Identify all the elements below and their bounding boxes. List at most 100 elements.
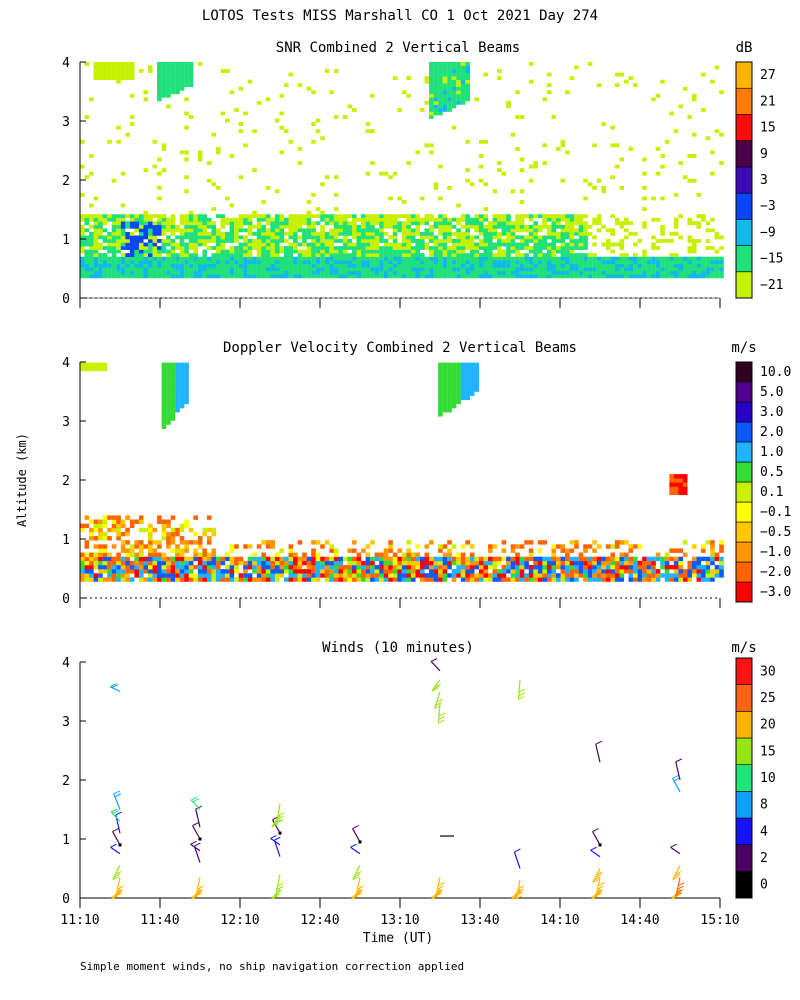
snr-cell: [116, 235, 121, 240]
snr-cell: [397, 228, 402, 233]
snr-cell: [460, 256, 466, 261]
doppler-cell: [456, 383, 461, 388]
wind-barb: [595, 877, 601, 896]
snr-cell: [492, 224, 498, 229]
snr-cell: [583, 239, 588, 243]
snr-cell: [102, 274, 108, 279]
snr-cell: [528, 79, 534, 84]
snr-cell: [478, 224, 484, 229]
doppler-cell: [469, 577, 475, 582]
snr-cell: [238, 129, 244, 134]
snr-cell: [406, 260, 411, 265]
snr-cell: [238, 267, 244, 272]
doppler-cell: [510, 569, 516, 574]
snr-cell: [161, 242, 167, 247]
snr-cell: [488, 242, 493, 247]
snr-cell: [193, 235, 198, 240]
snr-cell: [166, 249, 171, 254]
snr-cell: [569, 228, 575, 233]
snr-cell: [102, 217, 108, 222]
snr-cell: [528, 274, 534, 279]
snr-cell: [324, 239, 330, 243]
snr-cell: [546, 260, 552, 265]
snr-cell: [501, 256, 507, 261]
doppler-cell: [356, 564, 362, 570]
doppler-cell: [134, 552, 139, 557]
snr-cell: [478, 139, 484, 144]
snr-cell: [546, 253, 552, 257]
doppler-cell: [220, 573, 226, 578]
snr-cell: [610, 228, 615, 233]
doppler-cell: [492, 564, 498, 570]
doppler-cell: [642, 560, 647, 566]
snr-cell: [596, 270, 602, 275]
snr-cell: [560, 143, 566, 148]
snr-cell: [270, 242, 275, 247]
doppler-cell: [352, 573, 357, 578]
snr-colorbar-units: dB: [736, 40, 753, 56]
snr-cell: [673, 260, 679, 265]
snr-cell: [320, 249, 325, 254]
snr-cell: [302, 235, 307, 240]
doppler-cell: [329, 577, 334, 582]
snr-cell: [401, 270, 407, 275]
wind-barb-flag: [437, 885, 444, 890]
snr-cell: [556, 274, 561, 279]
doppler-cell: [429, 573, 434, 578]
colorbar-label: 9: [760, 147, 768, 162]
colorbar-swatch: [735, 501, 753, 523]
snr-cell: [93, 62, 99, 66]
doppler-cell: [438, 379, 443, 384]
wind-barb-flag: [277, 882, 284, 887]
snr-cell: [546, 231, 552, 236]
snr-cell: [333, 192, 339, 197]
doppler-cell: [111, 569, 117, 574]
snr-cell: [138, 267, 144, 272]
snr-cell: [646, 260, 652, 265]
snr-cell: [692, 97, 697, 102]
wind-barb-flag: [112, 810, 119, 815]
snr-cell: [179, 86, 185, 91]
snr-cell: [111, 274, 117, 279]
doppler-cell: [265, 556, 271, 562]
snr-cell: [333, 235, 339, 240]
doppler-cell: [669, 564, 674, 570]
snr-cell: [515, 217, 520, 222]
doppler-cell: [329, 544, 334, 549]
snr-cell: [642, 171, 647, 176]
snr-cell: [465, 260, 470, 265]
doppler-cell: [410, 560, 416, 566]
doppler-cell: [456, 395, 461, 401]
snr-cell: [578, 231, 584, 236]
doppler-cell: [274, 577, 280, 582]
snr-cell: [234, 224, 239, 229]
snr-cell: [501, 263, 507, 268]
snr-cell: [642, 270, 647, 275]
snr-cell: [469, 239, 475, 243]
doppler-cell: [642, 556, 647, 562]
snr-cell: [166, 242, 171, 247]
doppler-cell: [442, 408, 448, 413]
snr-cell: [442, 100, 448, 105]
doppler-cell: [633, 577, 638, 582]
snr-cell: [265, 263, 271, 268]
snr-cell: [447, 263, 452, 268]
snr-cell: [410, 256, 416, 261]
snr-cell: [583, 235, 588, 240]
doppler-cell: [352, 560, 357, 566]
snr-cell: [356, 217, 362, 222]
snr-cell: [161, 256, 167, 261]
snr-cell: [533, 260, 538, 265]
doppler-cell: [84, 540, 90, 545]
snr-cell: [560, 253, 566, 257]
doppler-cell: [587, 577, 593, 582]
snr-cell: [252, 231, 257, 236]
doppler-cell: [148, 540, 153, 545]
wind-barb-flag: [595, 873, 602, 878]
snr-cell: [279, 235, 285, 240]
snr-cell: [682, 270, 688, 275]
doppler-cell: [701, 569, 706, 574]
snr-cell: [406, 93, 411, 98]
doppler-cell: [542, 560, 547, 566]
snr-cell: [175, 65, 180, 70]
